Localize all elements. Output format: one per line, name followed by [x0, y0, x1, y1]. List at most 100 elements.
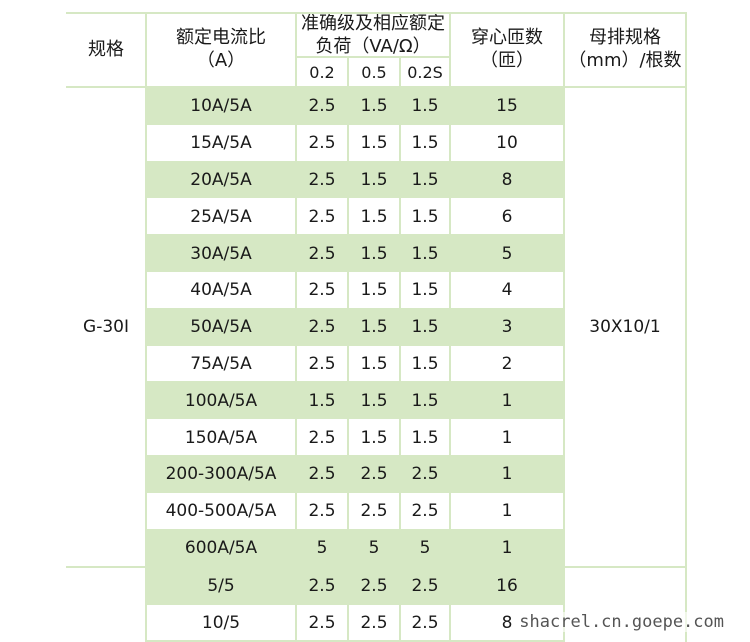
table-cell-ratio: 15A/5A [190, 133, 252, 154]
table-cell-a02s: 1.5 [411, 206, 439, 227]
table-cell-turns: 6 [501, 206, 513, 227]
table-cell-a02s: 2.5 [411, 464, 439, 485]
header-spec: 规格 [88, 38, 124, 60]
row-shade [146, 161, 564, 199]
table-cell-a02: 1.5 [308, 390, 336, 411]
rule-v-acc1 [347, 56, 349, 642]
table-cell-a05: 1.5 [360, 169, 388, 190]
table-cell-a05: 5 [368, 537, 380, 558]
rule-v-turns [449, 12, 451, 642]
rule-v-busbar [563, 12, 565, 642]
watermark: shacrel.cn.goepe.com [519, 612, 724, 632]
row-shade [146, 88, 564, 125]
row-shade [146, 308, 564, 346]
table-cell-turns: 8 [501, 169, 513, 190]
header-acc-02: 0.2 [309, 62, 335, 82]
header-busbar: 母排规格 （mm）/根数 [564, 14, 686, 84]
table-cell-ratio: 10/5 [201, 612, 241, 633]
table-cell-a02: 2.5 [308, 464, 336, 485]
table-cell-turns: 8 [501, 612, 513, 633]
table-cell-a02: 2.5 [308, 317, 336, 338]
table-cell-turns: 16 [496, 576, 518, 597]
row-shade [146, 456, 564, 493]
table-cell-a02: 2.5 [308, 243, 336, 264]
header-turns: 穿心匝数 （匝） [450, 14, 564, 84]
row-shade [146, 235, 564, 272]
table-cell-turns: 1 [501, 537, 513, 558]
spec-cell-group1: G-30I [83, 317, 129, 337]
table-cell-a05: 1.5 [360, 317, 388, 338]
rule-v-acc2 [399, 56, 401, 642]
row-shade [146, 568, 564, 605]
table-cell-ratio: 600A/5A [184, 537, 258, 558]
table-cell-a05: 2.5 [360, 464, 388, 485]
table-cell-a02: 2.5 [308, 501, 336, 522]
rule-top [66, 12, 686, 14]
header-ratio-line2: （A） [196, 50, 246, 71]
table-cell-ratio: 75A/5A [190, 353, 252, 374]
table-cell-a02: 2.5 [308, 206, 336, 227]
table-cell-a02: 2.5 [308, 280, 336, 301]
table-cell-turns: 15 [496, 96, 518, 117]
busbar-cell-group1: 30X10/1 [589, 317, 661, 337]
header-busbar-line2: （mm）/根数 [568, 50, 682, 71]
table-cell-a05: 1.5 [360, 206, 388, 227]
header-accuracy: 准确级及相应额定 负荷（VA/Ω） [296, 13, 450, 57]
table-cell-turns: 5 [501, 243, 513, 264]
table-cell-ratio: 40A/5A [190, 280, 252, 301]
header-accuracy-line2: 负荷（VA/Ω） [315, 36, 431, 57]
table-cell-a05: 2.5 [360, 576, 388, 597]
table-cell-ratio: 10A/5A [190, 96, 252, 117]
table-cell-a05: 1.5 [360, 133, 388, 154]
table-cell-ratio: 50A/5A [190, 317, 252, 338]
table-cell-a05: 2.5 [360, 501, 388, 522]
table-cell-ratio: 20A/5A [190, 169, 252, 190]
table-cell-ratio: 200-300A/5A [165, 464, 277, 485]
rule-header-bottom [66, 86, 686, 88]
rule-v-right [685, 12, 687, 642]
rule-acc-split [296, 56, 450, 58]
header-accuracy-line1: 准确级及相应额定 [301, 13, 445, 34]
table-cell-a02s: 1.5 [411, 427, 439, 448]
table-cell-a02s: 1.5 [411, 317, 439, 338]
table-cell-a05: 1.5 [360, 243, 388, 264]
rule-group-split [66, 566, 686, 568]
table-cell-a05: 1.5 [360, 96, 388, 117]
table-cell-ratio: 25A/5A [190, 206, 252, 227]
header-acc-02s: 0.2S [407, 62, 443, 82]
table-cell-a02s: 2.5 [411, 576, 439, 597]
table-cell-turns: 10 [496, 133, 518, 154]
header-ratio: 额定电流比 （A） [146, 14, 296, 84]
table-cell-a05: 2.5 [360, 612, 388, 633]
table-cell-ratio: 5/5 [207, 576, 235, 597]
header-ratio-line1: 额定电流比 [176, 27, 266, 48]
table-cell-a05: 1.5 [360, 280, 388, 301]
table-cell-a02: 2.5 [308, 612, 336, 633]
table-cell-a05: 1.5 [360, 427, 388, 448]
rule-v-ratio [295, 12, 297, 642]
table-cell-a02s: 1.5 [411, 96, 439, 117]
table-cell-a05: 1.5 [360, 390, 388, 411]
table-cell-a02s: 1.5 [411, 390, 439, 411]
header-busbar-line1: 母排规格 [589, 27, 661, 48]
table-cell-turns: 2 [501, 353, 513, 374]
row-shade [146, 529, 564, 567]
header-turns-line1: 穿心匝数 [471, 27, 543, 48]
table-cell-a02s: 1.5 [411, 280, 439, 301]
table-cell-a02: 2.5 [308, 427, 336, 448]
table-cell-a02s: 2.5 [411, 501, 439, 522]
rule-v-spec [145, 12, 147, 642]
table-cell-a02: 2.5 [308, 96, 336, 117]
header-turns-line2: （匝） [480, 50, 534, 71]
table-cell-a02s: 1.5 [411, 169, 439, 190]
table-cell-turns: 1 [501, 464, 513, 485]
table-cell-ratio: 30A/5A [190, 243, 252, 264]
table-cell-a05: 1.5 [360, 353, 388, 374]
table-cell-a02: 2.5 [308, 576, 336, 597]
table-cell-turns: 4 [501, 280, 513, 301]
table-cell-ratio: 400-500A/5A [165, 501, 277, 522]
table-cell-turns: 1 [501, 501, 513, 522]
table-cell-a02s: 1.5 [411, 353, 439, 374]
table-cell-a02s: 1.5 [411, 133, 439, 154]
table-cell-a02: 2.5 [308, 353, 336, 374]
